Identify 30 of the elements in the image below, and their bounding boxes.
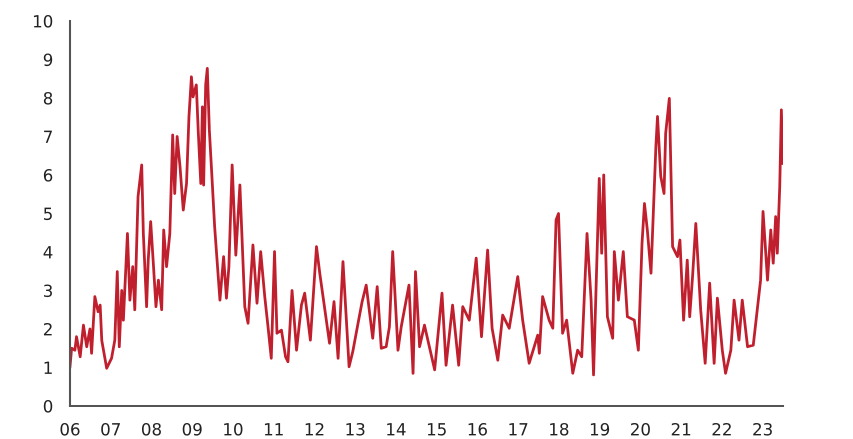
y-tick-label: 4	[44, 246, 52, 258]
y-tick-label: 3	[44, 284, 52, 298]
x-tick-label: 21	[672, 422, 690, 436]
x-tick-label: 19	[590, 422, 610, 436]
x-tick-label: 14	[387, 423, 406, 436]
y-tick-label: 0	[44, 400, 52, 413]
x-tick-label: 10	[224, 422, 242, 436]
y-tick-label: 10	[34, 14, 52, 28]
x-tick-label: 09	[182, 422, 202, 436]
line-series	[70, 66, 783, 376]
y-tick-label: 5	[44, 208, 52, 220]
y-tick-label: 8	[44, 92, 52, 105]
x-tick-label: 06	[60, 422, 80, 436]
x-tick-label: 23	[753, 422, 772, 436]
x-tick-label: 22	[712, 422, 731, 436]
x-tick-label: 18	[550, 422, 568, 436]
y-tick-label: 2	[44, 322, 52, 336]
x-tick-label: 20	[631, 422, 650, 436]
x-tick-label: 12	[306, 422, 324, 436]
x-tick-label: 13	[346, 422, 364, 436]
y-tick-label: 9	[44, 53, 52, 66]
x-tick-label: 07	[101, 422, 120, 436]
x-tick-label: 16	[468, 422, 487, 436]
y-tick-label: 1	[44, 362, 52, 374]
y-tick-label: 7	[44, 130, 52, 143]
x-tick-label: 08	[142, 422, 161, 436]
x-tick-label: 11	[264, 423, 283, 436]
x-tick-label: 15	[428, 423, 446, 436]
y-tick-label: 6	[44, 168, 52, 182]
x-tick-label: 17	[509, 423, 528, 436]
